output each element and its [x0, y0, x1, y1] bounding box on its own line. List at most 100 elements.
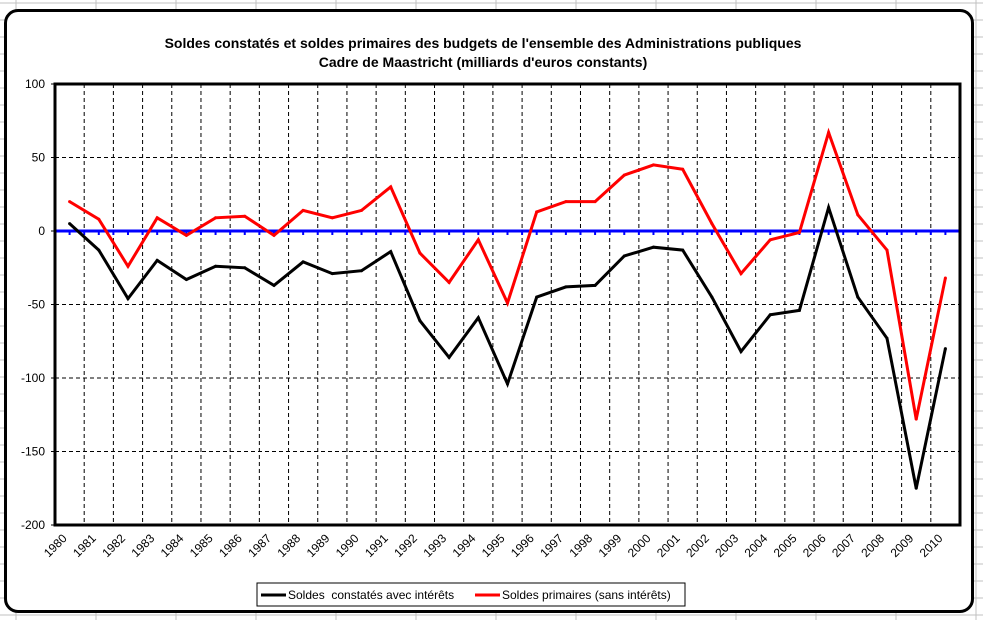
y-tick-label: -150: [21, 445, 45, 459]
x-tick-label: 1988: [274, 531, 303, 560]
zero-line-marker: [491, 231, 494, 235]
y-tick-label: 50: [32, 151, 46, 165]
point-soldes-primaires-1989: [330, 216, 334, 220]
point-soldes-constates-2009: [914, 486, 918, 490]
y-tick-label: 100: [25, 77, 45, 91]
legend: Soldes constatés avec intérêts Soldes pr…: [256, 582, 686, 607]
x-tick-label: 2008: [858, 531, 887, 560]
y-tick-label: -50: [28, 298, 46, 312]
zero-line-marker: [316, 231, 319, 235]
zero-line-marker: [433, 231, 436, 235]
zero-line-marker: [404, 231, 407, 235]
x-tick-label: 1993: [420, 531, 449, 560]
point-soldes-constates-2010: [943, 347, 947, 351]
point-soldes-constates-1995: [506, 382, 509, 386]
zero-line-marker: [287, 231, 290, 235]
point-soldes-primaires-1996: [535, 210, 539, 214]
zero-line-marker: [448, 231, 451, 235]
zero-line-marker: [258, 231, 261, 235]
point-soldes-constates-2000: [651, 245, 655, 249]
point-soldes-constates-2001: [681, 248, 685, 252]
point-soldes-constates-1989: [330, 272, 334, 276]
point-soldes-primaires-1994: [476, 238, 480, 242]
point-soldes-constates-1980: [68, 222, 72, 226]
point-soldes-constates-1982: [126, 297, 130, 301]
zero-line-marker: [696, 231, 699, 235]
point-soldes-primaires-2008: [885, 248, 889, 252]
point-soldes-constates-1985: [214, 264, 218, 268]
chart-subtitle: Cadre de Maastricht (milliards d'euros c…: [319, 54, 648, 70]
point-soldes-primaires-2006: [827, 131, 831, 135]
zero-line-marker: [594, 231, 597, 235]
point-soldes-primaires-2000: [651, 163, 655, 167]
zero-line-marker: [68, 231, 71, 235]
x-tick-label: 1980: [41, 531, 70, 560]
x-tick-label: 2007: [829, 531, 858, 560]
y-tick-label: -100: [21, 371, 45, 385]
zero-line-marker: [769, 231, 772, 235]
x-tick-label: 2004: [742, 531, 771, 560]
zero-line-marker: [783, 231, 786, 235]
point-soldes-primaires-1982: [126, 264, 130, 268]
x-tick-label: 2000: [625, 531, 654, 560]
zero-line-marker: [112, 231, 115, 235]
zero-line-marker: [827, 231, 830, 235]
zero-line-marker: [477, 231, 480, 235]
x-tick-label: 1996: [508, 531, 537, 560]
x-tick-label: 1985: [187, 531, 216, 560]
point-soldes-primaires-1995: [506, 301, 509, 305]
x-tick-label: 1987: [245, 531, 274, 560]
point-soldes-primaires-2004: [768, 238, 772, 242]
zero-line-marker: [915, 231, 918, 235]
point-soldes-constates-1994: [476, 316, 480, 320]
zero-line-marker: [856, 231, 859, 235]
point-soldes-primaires-1990: [360, 208, 364, 212]
point-soldes-primaires-2003: [739, 272, 743, 276]
point-soldes-constates-1990: [360, 269, 364, 273]
zero-line-marker: [199, 231, 202, 235]
zero-line-marker: [813, 231, 816, 235]
zero-line-marker: [375, 231, 378, 235]
point-soldes-primaires-1980: [68, 200, 72, 204]
zero-line-marker: [272, 231, 275, 235]
x-tick-label: 1990: [333, 531, 362, 560]
zero-line-marker: [944, 231, 947, 235]
x-tick-label: 2006: [800, 531, 829, 560]
point-soldes-primaires-1984: [184, 233, 188, 237]
point-soldes-primaires-1999: [622, 173, 626, 177]
point-soldes-constates-1981: [97, 248, 101, 252]
x-tick-label: 1997: [537, 531, 566, 560]
x-tick-label: 1999: [596, 531, 625, 560]
zero-line-marker: [681, 231, 684, 235]
x-tick-label: 1986: [216, 531, 245, 560]
point-soldes-primaires-2005: [797, 230, 801, 234]
zero-line-marker: [360, 231, 363, 235]
point-soldes-primaires-1983: [155, 216, 159, 220]
x-tick-label: 2005: [771, 531, 800, 560]
zero-line-marker: [141, 231, 144, 235]
plot-border: [53, 82, 962, 527]
x-tick-label: 1983: [129, 531, 158, 560]
zero-line-marker: [170, 231, 173, 235]
x-tick-label: 2009: [888, 531, 917, 560]
x-tick-label: 1981: [70, 531, 99, 560]
point-soldes-primaires-2007: [856, 213, 860, 217]
point-soldes-primaires-2009: [914, 417, 918, 421]
legend-label-primaires: Soldes primaires (sans intérêts): [502, 588, 671, 602]
y-tick-label: 0: [38, 224, 45, 238]
point-soldes-constates-1996: [535, 295, 539, 299]
zero-line-marker: [389, 231, 392, 235]
zero-line-marker: [214, 231, 217, 235]
legend-box: [256, 582, 686, 607]
zero-line-marker: [900, 231, 903, 235]
point-soldes-primaires-1992: [418, 251, 422, 255]
point-soldes-primaires-2002: [710, 222, 714, 226]
zero-line-marker: [637, 231, 640, 235]
chart-title: Soldes constatés et soldes primaires des…: [165, 35, 802, 51]
point-soldes-constates-1998: [593, 283, 597, 287]
point-soldes-constates-2005: [797, 308, 801, 312]
point-soldes-primaires-1985: [214, 216, 218, 220]
zero-line-marker: [418, 231, 421, 235]
zero-line-marker: [506, 231, 509, 235]
